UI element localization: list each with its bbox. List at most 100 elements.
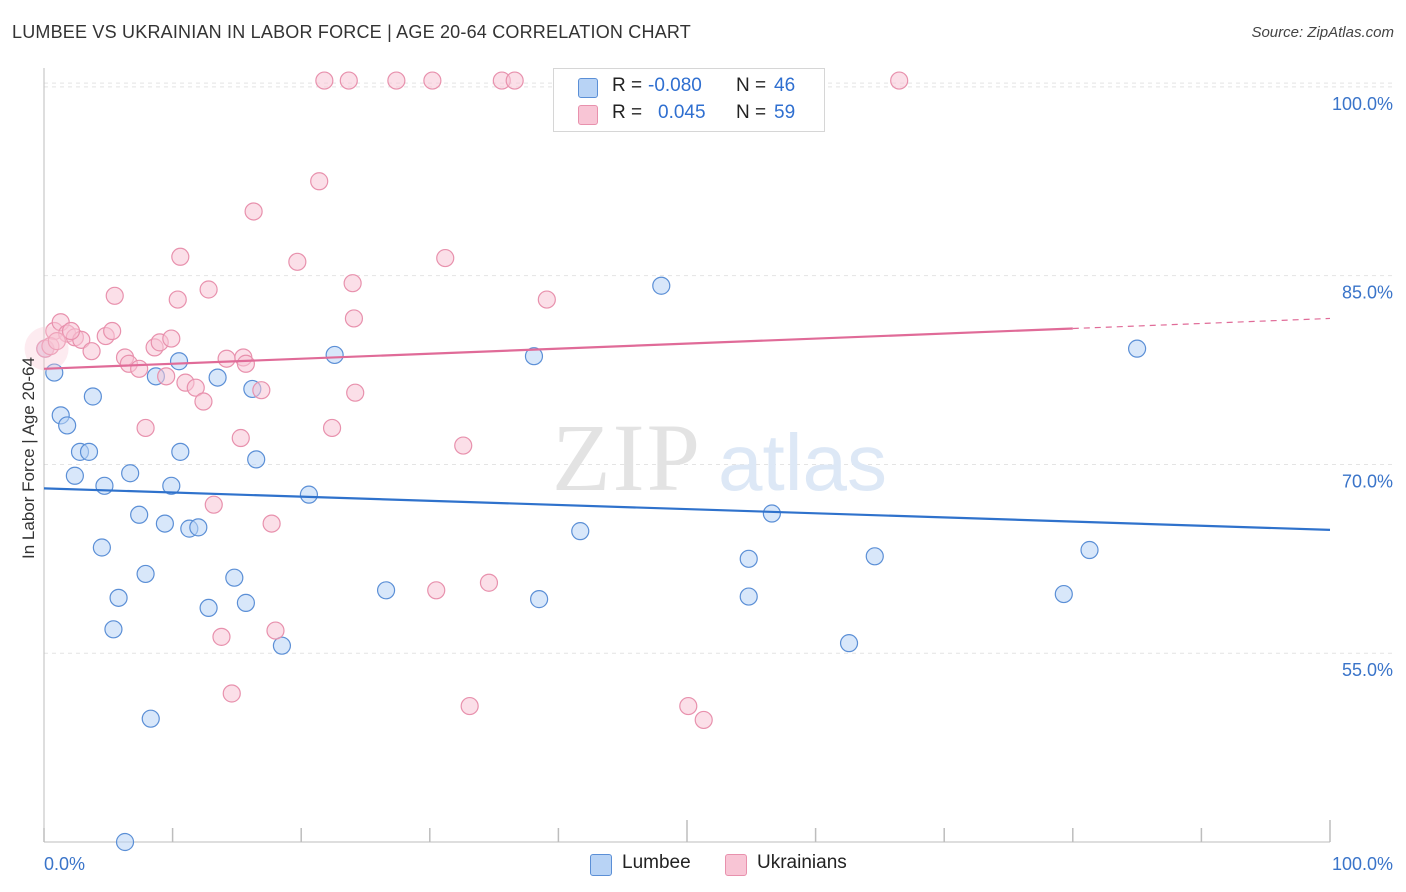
ukrainians-point [168, 290, 187, 309]
ukrainians-point [61, 321, 81, 341]
lumbee-trend-line [43, 487, 1331, 531]
y-tick-label: 100.0% [1332, 94, 1393, 114]
ukrainians-point [244, 202, 263, 221]
lumbee-legend-label: Lumbee [622, 852, 691, 873]
lumbee-point [208, 368, 227, 387]
lumbee-point [171, 442, 190, 461]
ukrainians-point [436, 248, 455, 268]
ukrainians-point [423, 71, 442, 90]
lumbee-point [1080, 540, 1099, 560]
source-credit: Source: ZipAtlas.com [1251, 24, 1394, 41]
ukrainians-point [194, 392, 213, 411]
ukrainians-point [346, 383, 365, 402]
lumbee-point [839, 634, 859, 653]
ukrainians-point [105, 286, 124, 305]
ukrainians-point [505, 71, 524, 90]
y-tick-label: 70.0% [1342, 471, 1393, 491]
lumbee-point [225, 568, 244, 587]
ukrainians-legend-label: Ukrainians [757, 852, 847, 873]
lumbee-n-value: 46 [774, 75, 796, 96]
lumbee-point [299, 485, 319, 504]
ukrainians-legend-swatch [725, 854, 747, 876]
ukrainians-point [222, 684, 241, 703]
x-tick-label-min: 0.0% [44, 854, 85, 874]
watermark-atlas: atlas [718, 418, 887, 507]
ukrainians-point [136, 418, 155, 438]
lumbee-point [109, 588, 128, 607]
ukrainians-point [454, 436, 473, 455]
lumbee-point [115, 832, 135, 852]
legend-r-label: R = [612, 75, 643, 96]
ukrainians-point [339, 71, 358, 90]
ukrainians-point [252, 381, 271, 400]
ukrainians-point [231, 428, 250, 448]
lumbee-swatch [578, 78, 598, 98]
ukrainians-n-value: 59 [774, 102, 796, 123]
lumbee-point [247, 450, 266, 469]
lumbee-point [1054, 584, 1073, 604]
lumbee-point [524, 347, 544, 366]
lumbee-point [236, 593, 256, 612]
ukrainians-trend-line [43, 327, 1073, 370]
ukrainians-cluster [24, 326, 69, 371]
lumbee-legend-swatch [590, 854, 612, 876]
ukrainians-point [171, 247, 190, 266]
lumbee-point [739, 549, 758, 568]
ukrainians-point [694, 710, 713, 730]
legend-r-label: R = [612, 102, 643, 123]
lumbee-point [162, 476, 181, 495]
axis-layer: 55.0% 70.0% 85.0% 100.0% [43, 68, 1393, 843]
trend-layer [43, 317, 1331, 531]
ukrainians-point [103, 321, 122, 341]
lumbee-point [95, 476, 114, 495]
lumbee-point [104, 620, 123, 639]
ukrainians-point [82, 342, 101, 361]
watermark-zip: ZIP [552, 404, 702, 511]
lumbee-point [376, 581, 396, 600]
lumbee-point [136, 564, 155, 584]
lumbee-point [325, 345, 344, 365]
legend-n-label: N = [736, 102, 767, 123]
ukrainians-point [310, 172, 329, 191]
ukrainians-point [236, 354, 256, 373]
points-layer [24, 71, 1147, 852]
lumbee-point [65, 466, 84, 485]
lumbee-point [121, 464, 140, 483]
ukrainians-point [217, 349, 236, 368]
lumbee-point [92, 538, 111, 557]
ukrainians-trend-extension [1072, 317, 1331, 330]
ukrainians-point [47, 332, 66, 351]
lumbee-point [199, 598, 218, 618]
ukrainians-point [679, 696, 698, 716]
ukrainians-point [266, 621, 285, 640]
ukrainians-point [157, 367, 176, 386]
lumbee-point [58, 416, 77, 435]
lumbee-point [762, 504, 781, 523]
ukrainians-point [262, 514, 281, 533]
ukrainians-point [204, 495, 223, 514]
ukrainians-point [427, 581, 446, 600]
ukrainians-point [890, 71, 909, 90]
stats-legend: R = -0.080 N = 46 R = 0.045 N = 59 [553, 68, 825, 132]
lumbee-point [141, 709, 160, 728]
ukrainians-point [322, 418, 342, 438]
y-axis-label: In Labor Force | Age 20-64 [19, 357, 38, 559]
ukrainians-point [288, 252, 307, 271]
y-tick-label: 55.0% [1342, 660, 1393, 680]
x-tick-label-max: 100.0% [1332, 854, 1393, 874]
ukrainians-point [343, 274, 362, 293]
ukrainians-point [186, 378, 205, 397]
ukrainians-r-value: 0.045 [658, 102, 706, 123]
lumbee-r-value: -0.080 [648, 75, 702, 96]
lumbee-point [865, 547, 884, 566]
ukrainians-point [212, 627, 231, 646]
lumbee-point [130, 505, 149, 524]
lumbee-point [571, 522, 590, 541]
lumbee-point [169, 352, 189, 371]
ukrainians-point [387, 71, 406, 90]
ukrainians-point [344, 309, 364, 328]
ukrainians-point [537, 290, 556, 309]
lumbee-point [155, 514, 174, 533]
y-tick-label: 85.0% [1342, 283, 1393, 303]
